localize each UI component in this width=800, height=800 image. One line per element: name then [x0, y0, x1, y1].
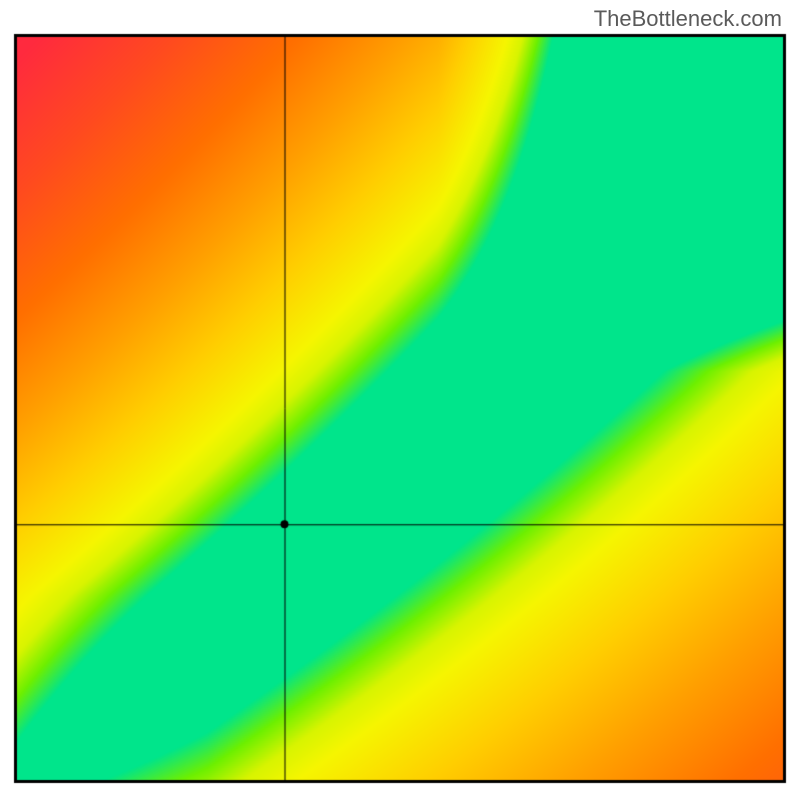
- watermark-label: TheBottleneck.com: [594, 6, 782, 32]
- chart-container: TheBottleneck.com: [0, 0, 800, 800]
- bottleneck-heatmap: [0, 0, 800, 800]
